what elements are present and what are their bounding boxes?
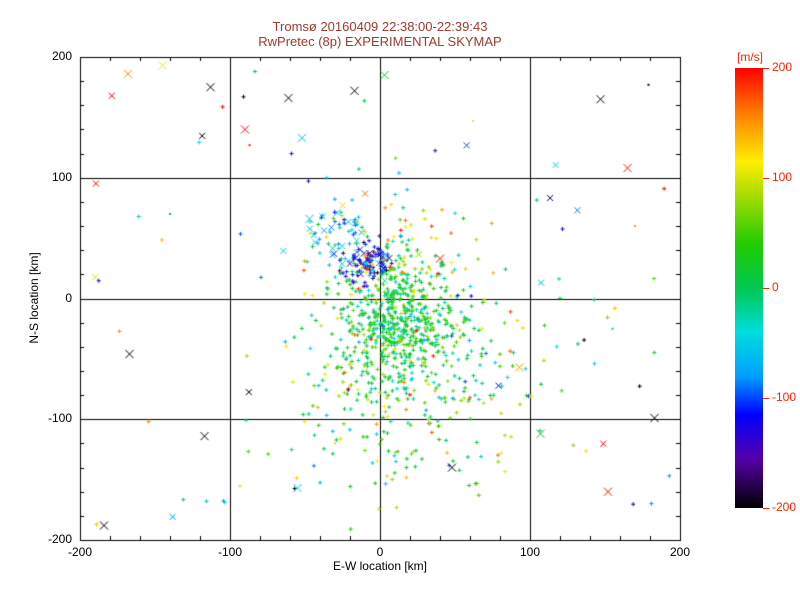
x-tick-label: 200 <box>669 545 691 559</box>
colorbar-tick-label: 200 <box>772 60 793 74</box>
colorbar-tick-mark <box>763 178 769 179</box>
chart-subtitle: RwPretec (8p) EXPERIMENTAL SKYMAP <box>258 34 502 49</box>
colorbar-tick-mark <box>763 398 769 399</box>
y-tick-label: 200 <box>51 49 72 63</box>
colorbar-tick-label: 0 <box>772 280 779 294</box>
colorbar-unit-label: [m/s] <box>737 50 763 64</box>
y-tick-label: 100 <box>51 169 72 184</box>
colorbar-tick-mark <box>763 288 769 289</box>
x-tick-label: -200 <box>67 545 93 559</box>
colorbar-tick-label: -200 <box>772 500 797 514</box>
x-tick-label: -100 <box>217 545 243 559</box>
title-block: Tromsø 20160409 22:38:00-22:39:43 RwPret… <box>80 19 680 49</box>
chart-title: Tromsø 20160409 22:38:00-22:39:43 <box>272 19 488 34</box>
y-tick-label: -200 <box>47 532 72 546</box>
colorbar <box>735 68 763 508</box>
colorbar-tick-mark <box>763 508 769 509</box>
x-tick-label: 0 <box>376 545 384 559</box>
colorbar-tick-label: -100 <box>772 390 797 404</box>
colorbar-tick-mark <box>763 68 769 69</box>
x-tick-label: 100 <box>519 545 541 559</box>
y-tick-label: -100 <box>47 411 72 426</box>
colorbar-tick-label: 100 <box>772 170 793 184</box>
x-axis-label: E-W location [km] <box>332 559 428 573</box>
y-tick-label: 0 <box>65 290 72 305</box>
